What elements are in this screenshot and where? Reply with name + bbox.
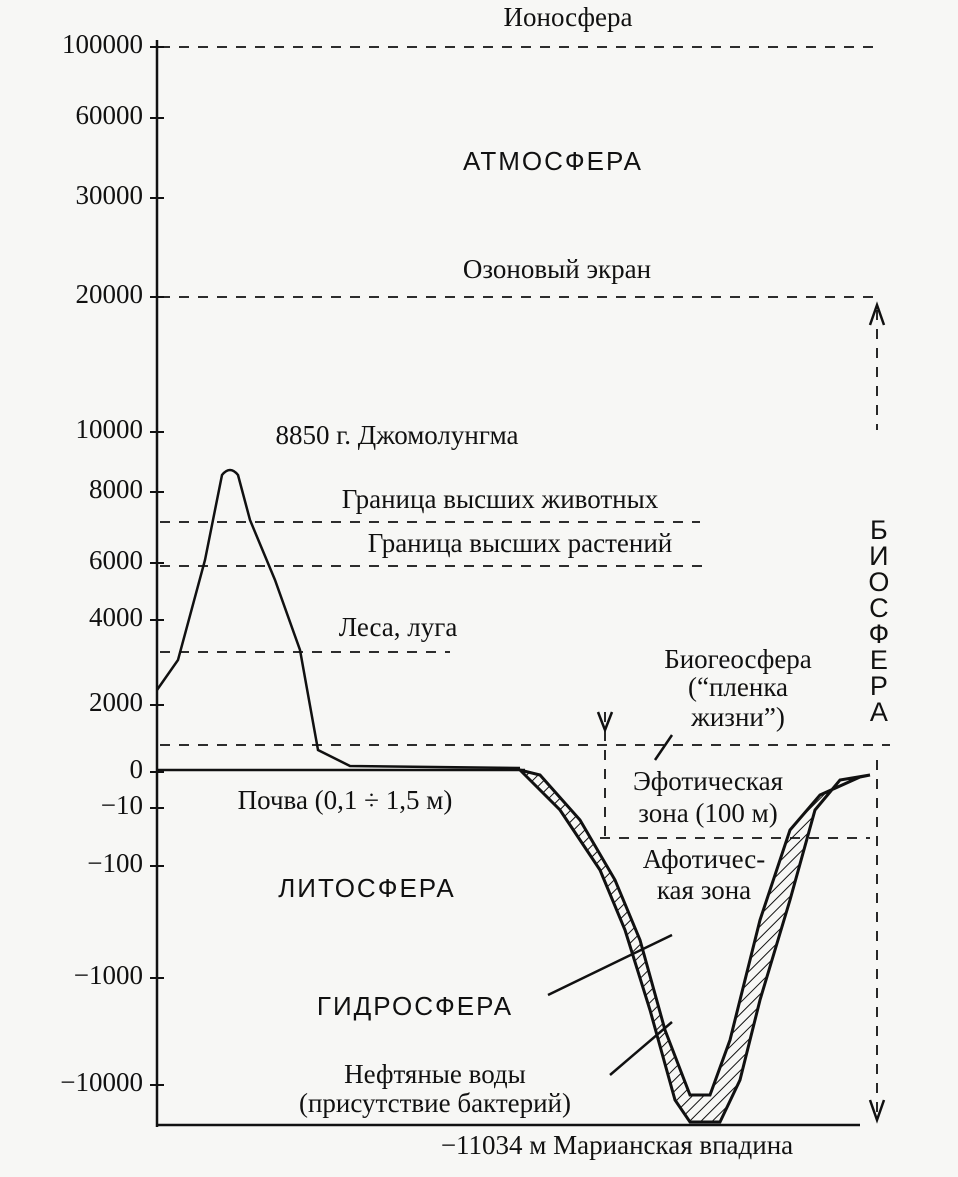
tick-label: −100 xyxy=(87,848,143,878)
tick-label: 2000 xyxy=(89,687,143,717)
oil: Нефтяные воды xyxy=(344,1059,526,1089)
aphotic: Афотичес- xyxy=(643,844,766,874)
tick-label: 60000 xyxy=(76,100,144,130)
aphotic: кая зона xyxy=(657,875,751,905)
tick-label: −1000 xyxy=(74,960,143,990)
tick-label: −10 xyxy=(101,790,143,820)
animals: Граница высших животных xyxy=(342,484,659,514)
oil: (присутствие бактерий) xyxy=(299,1088,571,1118)
ionosphere: Ионосфера xyxy=(504,2,633,32)
tick-label: 4000 xyxy=(89,602,143,632)
lines xyxy=(155,40,890,1127)
ozone: Озоновый экран xyxy=(463,254,651,284)
forests: Леса, луга xyxy=(339,612,458,642)
biogeosphere: Биогеосфера xyxy=(664,644,812,674)
euphotic: зона (100 м) xyxy=(638,798,778,828)
everest: 8850 г. Джомолунгма xyxy=(276,420,519,450)
hydrosphere: ГИДРОСФЕРА xyxy=(317,991,513,1021)
biosphere: БИОСФЕРА xyxy=(864,515,894,723)
soil: Почва (0,1 ÷ 1,5 м) xyxy=(238,785,453,815)
tick-label: 6000 xyxy=(89,545,143,575)
tick-label: 30000 xyxy=(76,180,144,210)
tick-label: 100000 xyxy=(62,29,143,59)
trench: −11034 м Марианская впадина xyxy=(441,1130,793,1160)
lithosphere: ЛИТОСФЕРА xyxy=(278,873,456,903)
biogeosphere: (“пленка xyxy=(688,672,788,702)
biogeosphere: жизни”) xyxy=(690,702,785,732)
tick-label: 20000 xyxy=(76,279,144,309)
tick-label: 10000 xyxy=(76,414,144,444)
tick-label: 0 xyxy=(130,754,144,784)
tick-label: 8000 xyxy=(89,474,143,504)
tick-label: −10000 xyxy=(60,1067,143,1097)
atmosphere: АТМОСФЕРА xyxy=(463,146,643,176)
plants: Граница высших растений xyxy=(368,528,672,558)
euphotic: Эфотическая xyxy=(633,766,783,796)
